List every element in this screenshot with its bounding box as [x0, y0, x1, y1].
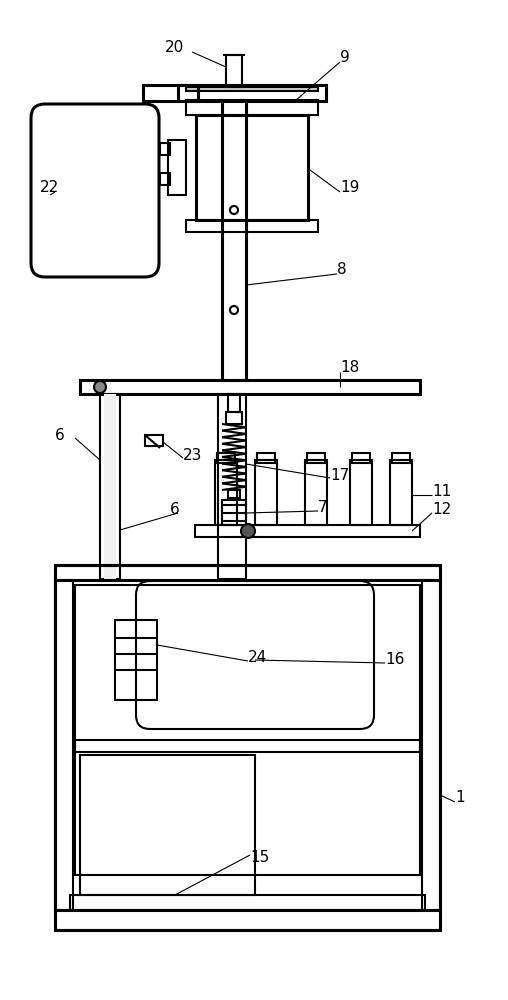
Bar	[100, 394, 120, 579]
Bar	[186, 220, 318, 232]
Circle shape	[94, 381, 106, 393]
Text: 23: 23	[183, 448, 202, 462]
Bar	[217, 453, 235, 463]
Bar	[178, 85, 326, 101]
Text: 11: 11	[432, 485, 451, 499]
Bar	[222, 500, 246, 525]
Text: 18: 18	[340, 360, 359, 375]
Text: 17: 17	[330, 468, 350, 483]
Text: 19: 19	[340, 180, 359, 196]
Bar	[75, 740, 420, 752]
Bar	[70, 895, 425, 910]
Bar	[257, 453, 275, 463]
Bar	[75, 585, 420, 875]
Text: 20: 20	[165, 40, 184, 55]
Bar	[143, 85, 198, 101]
Bar	[186, 87, 318, 91]
Circle shape	[241, 524, 255, 538]
Bar	[115, 620, 157, 700]
Text: 7: 7	[318, 500, 328, 516]
Bar	[222, 100, 246, 380]
Bar	[160, 173, 170, 185]
Text: 8: 8	[337, 262, 346, 277]
Bar	[305, 460, 327, 525]
Circle shape	[230, 206, 238, 214]
Text: 6: 6	[170, 502, 180, 518]
Bar	[422, 580, 440, 910]
Bar	[390, 460, 412, 525]
Bar	[255, 460, 277, 525]
Bar	[195, 525, 420, 537]
Bar	[218, 394, 246, 579]
Text: 24: 24	[248, 650, 267, 666]
Bar	[226, 412, 242, 424]
Text: 16: 16	[385, 652, 404, 668]
Bar	[145, 435, 163, 446]
Text: 1: 1	[455, 790, 465, 806]
Bar	[196, 115, 308, 220]
Bar	[55, 565, 440, 580]
Text: 15: 15	[250, 850, 269, 865]
Bar	[55, 580, 73, 910]
Bar	[186, 100, 318, 115]
Bar	[352, 453, 370, 463]
Text: 22: 22	[40, 180, 59, 196]
Text: 9: 9	[340, 50, 350, 66]
Bar	[226, 55, 242, 87]
Circle shape	[230, 306, 238, 314]
Bar	[228, 394, 240, 412]
Bar	[307, 453, 325, 463]
Bar	[350, 460, 372, 525]
Bar	[104, 394, 116, 579]
Bar	[228, 490, 240, 498]
Text: 6: 6	[55, 428, 65, 442]
Text: 12: 12	[432, 502, 451, 518]
Bar	[168, 140, 186, 195]
Bar	[160, 143, 170, 155]
Bar	[55, 565, 440, 930]
Bar	[392, 453, 410, 463]
Bar	[55, 910, 440, 930]
Bar	[80, 755, 255, 895]
Bar	[80, 380, 420, 394]
Bar	[215, 460, 237, 525]
